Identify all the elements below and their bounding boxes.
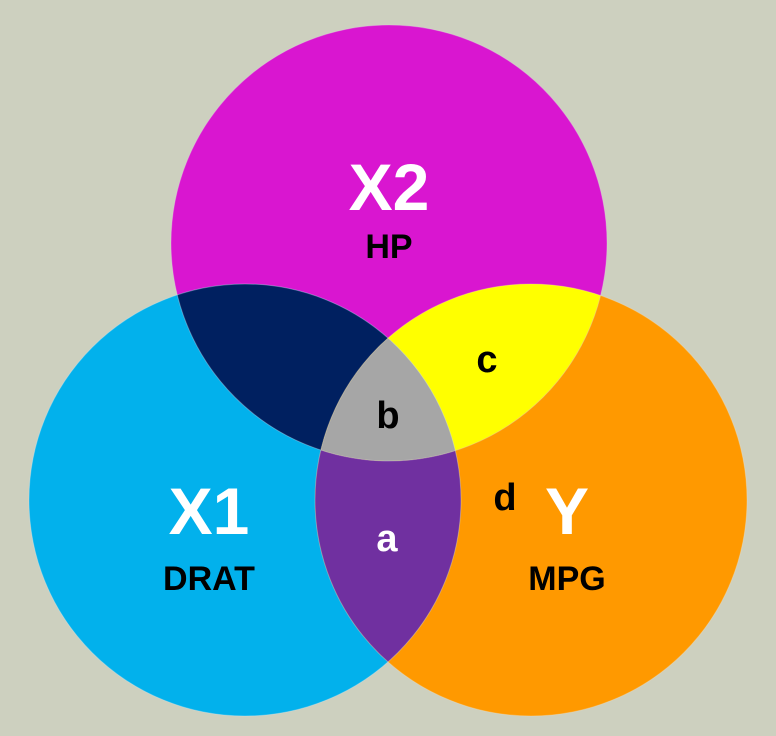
region-label-b: b xyxy=(376,395,399,437)
set-label-x2: X2 xyxy=(349,150,430,224)
set-label-x1: X1 xyxy=(169,474,250,548)
set-sublabel-hp: HP xyxy=(365,228,412,266)
region-label-c: c xyxy=(476,339,497,381)
set-sublabel-mpg: MPG xyxy=(528,560,605,598)
region-label-a: a xyxy=(376,518,398,560)
set-sublabel-drat: DRAT xyxy=(163,560,255,598)
set-label-y: Y xyxy=(545,474,589,548)
region-x1-x2 xyxy=(171,284,461,461)
region-label-d: d xyxy=(493,477,516,519)
region-b-x1-x2-y xyxy=(315,284,461,461)
